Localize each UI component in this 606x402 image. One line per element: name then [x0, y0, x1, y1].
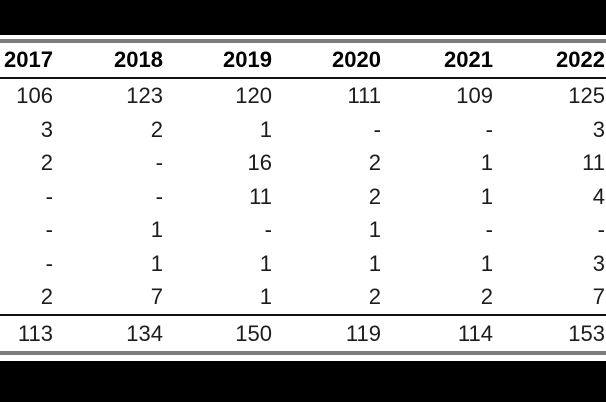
table-cell: 1 [150, 250, 163, 276]
year-header-2018: 2018 [114, 47, 163, 72]
table-row: - - 11 2 1 4 [0, 180, 606, 214]
table-cell: 109 [456, 83, 493, 108]
table-cell: - [45, 183, 53, 209]
totals-cell: 114 [457, 320, 493, 346]
table-row: 106 123 120 111 109 125 [0, 79, 606, 113]
table-row: - 1 - 1 - - [0, 213, 606, 247]
table-cell: 1 [150, 217, 163, 242]
table-cell: 1 [368, 250, 381, 276]
table-cell: 4 [592, 183, 605, 209]
table-cell: 2 [368, 183, 381, 209]
table-cell: 2 [368, 284, 381, 309]
year-header-2022: 2022 [556, 47, 605, 72]
table-cell: - [45, 217, 53, 242]
table-top-rule [0, 39, 606, 43]
table-cell: 7 [150, 284, 163, 309]
table-cell: 3 [592, 250, 605, 276]
totals-cell: 113 [17, 320, 53, 346]
totals-divider-rule [0, 313, 606, 316]
year-header-2017: 2017 [4, 47, 53, 72]
table-cell: - [485, 116, 493, 142]
year-header-2021: 2021 [444, 47, 493, 72]
table-row: 3 2 1 - - 3 [0, 113, 606, 147]
totals-cell: 134 [126, 320, 163, 346]
table-cell: 120 [235, 83, 272, 108]
totals-cell: 153 [568, 320, 605, 346]
table-cell: 16 [247, 150, 272, 175]
table-cell: - [264, 217, 272, 242]
table-cell: 1 [259, 250, 272, 276]
table-cell: 2 [480, 284, 493, 309]
table-row: 2-16 2 1 11 [0, 146, 606, 180]
table-cell: 1 [480, 150, 493, 175]
bottom-letterbox-bar [0, 361, 606, 402]
table-cell: 1 [368, 217, 381, 242]
table-cell: 1 [259, 116, 272, 142]
table-cell: 1 [480, 250, 493, 276]
table-cell: - [485, 217, 493, 242]
table-totals-row: 113 134 150 119 114 153 [0, 316, 606, 352]
table-cell: 1 [480, 183, 493, 209]
table-cell: 125 [568, 83, 605, 108]
table-cell: 2 [40, 150, 53, 175]
table-bottom-rule [0, 351, 606, 355]
totals-cell: 150 [235, 320, 272, 346]
table-body: 106 123 120 111 109 125 3 2 1- -3 2-16 2 1 11- -11 2 1 4-… [0, 79, 606, 314]
totals-cell: 119 [345, 320, 381, 346]
year-header-2020: 2020 [332, 47, 381, 72]
table-cell: 123 [126, 83, 163, 108]
table-cell: - [155, 183, 163, 209]
table-cell: 106 [16, 83, 53, 108]
table-cell: - [45, 250, 53, 276]
table-cell: - [597, 217, 605, 242]
table-cell: 3 [592, 116, 605, 142]
table-cell: 2 [40, 284, 53, 309]
table-cell: 2 [368, 150, 381, 175]
table-cell: 7 [592, 284, 605, 309]
top-letterbox-bar [0, 0, 606, 35]
table-cell: 11 [249, 183, 272, 209]
year-header-2019: 2019 [223, 47, 272, 72]
table-cell: - [155, 150, 163, 175]
table-cell: - [373, 116, 381, 142]
table-cell: 2 [150, 116, 163, 142]
table-cell: 11 [582, 150, 605, 175]
table-header-row: 2017 2018 2019 2020 2021 2022 [0, 43, 606, 77]
table-row: - 1 1 1 1 3 [0, 247, 606, 281]
table-cell: 111 [347, 83, 381, 108]
table-cell: 3 [40, 116, 53, 142]
header-divider-rule [0, 77, 606, 79]
table-cell: 1 [259, 284, 272, 309]
